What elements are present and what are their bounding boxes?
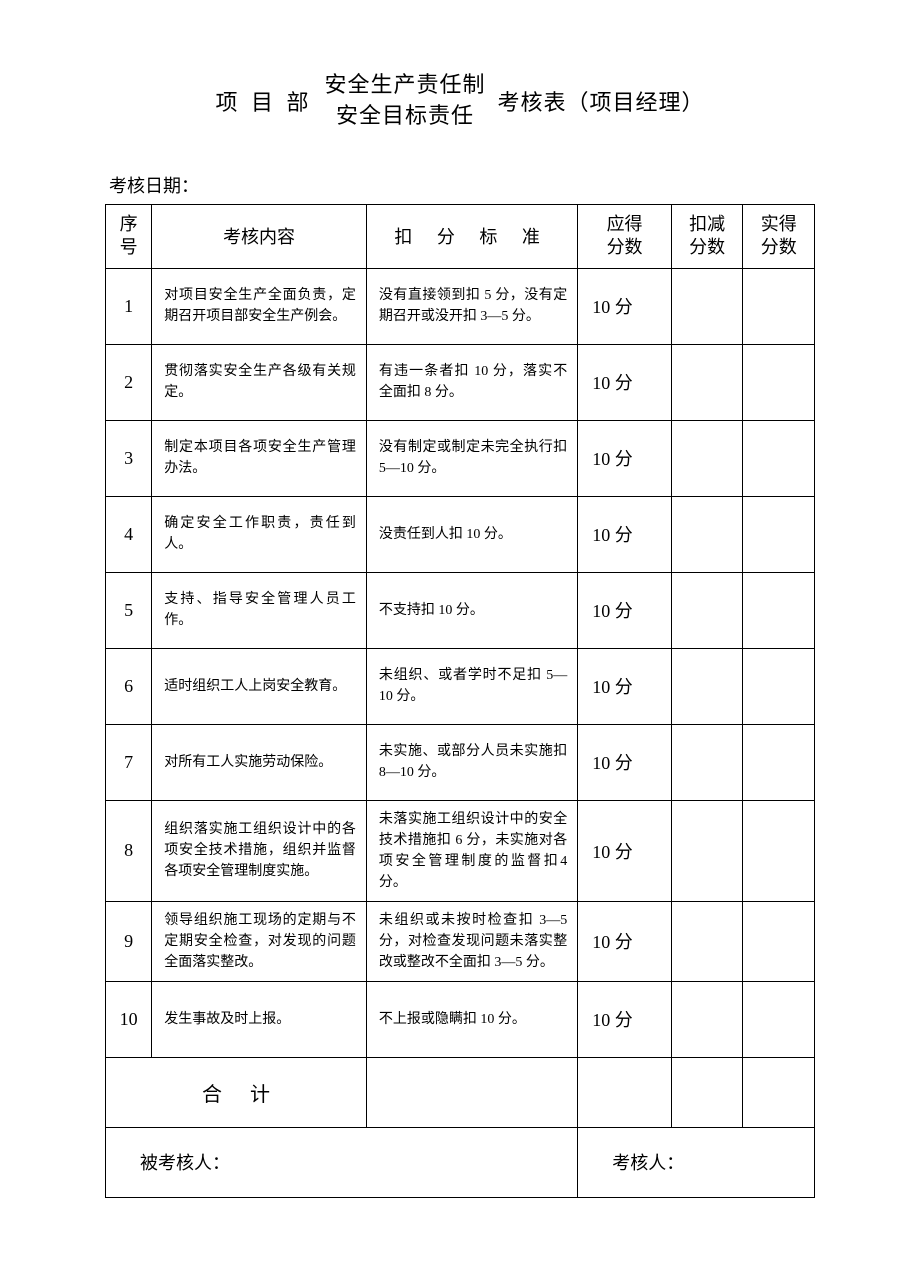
total-deduct-cell (671, 1057, 743, 1127)
row-deduct-score (671, 800, 743, 901)
row-content: 支持、指导安全管理人员工作。 (152, 572, 367, 648)
table-row: 2贯彻落实安全生产各级有关规定。有违一条者扣 10 分，落实不全面扣 8 分。1… (106, 344, 815, 420)
row-content: 适时组织工人上岗安全教育。 (152, 648, 367, 724)
row-criteria: 不支持扣 10 分。 (366, 572, 577, 648)
row-criteria: 未实施、或部分人员未实施扣8—10 分。 (366, 724, 577, 800)
row-actual-score (743, 496, 815, 572)
title-mid-line1: 安全生产责任制 (324, 70, 485, 101)
signature-row: 被考核人： 考核人： (106, 1127, 815, 1197)
row-deduct-score (671, 344, 743, 420)
row-due-score: 10 分 (578, 420, 672, 496)
total-label: 合计 (106, 1057, 367, 1127)
row-content: 对所有工人实施劳动保险。 (152, 724, 367, 800)
table-row: 3制定本项目各项安全生产管理办法。没有制定或制定未完全执行扣 5—10 分。10… (106, 420, 815, 496)
row-deduct-score (671, 724, 743, 800)
row-actual-score (743, 648, 815, 724)
row-deduct-score (671, 572, 743, 648)
row-seq: 2 (106, 344, 152, 420)
row-seq: 5 (106, 572, 152, 648)
table-row: 9领导组织施工现场的定期与不定期安全检查，对发现的问题全面落实整改。未组织或未按… (106, 901, 815, 981)
row-actual-score (743, 572, 815, 648)
row-seq: 8 (106, 800, 152, 901)
row-seq: 6 (106, 648, 152, 724)
total-criteria-cell (366, 1057, 577, 1127)
row-criteria: 未组织、或者学时不足扣 5—10 分。 (366, 648, 577, 724)
row-seq: 3 (106, 420, 152, 496)
row-seq: 1 (106, 268, 152, 344)
page-title-block: 项 目 部 安全生产责任制 安全目标责任 考核表（项目经理） (105, 70, 815, 132)
row-criteria: 不上报或隐瞒扣 10 分。 (366, 981, 577, 1057)
header-deduct-score: 扣减分数 (671, 204, 743, 268)
row-due-score: 10 分 (578, 572, 672, 648)
assessment-date-label: 考核日期： (105, 172, 815, 198)
assessment-table: 序号 考核内容 扣 分 标 准 应得分数 扣减分数 实得分数 1对项目安全生产全… (105, 204, 815, 1198)
row-seq: 9 (106, 901, 152, 981)
row-actual-score (743, 724, 815, 800)
row-criteria: 没有制定或制定未完全执行扣 5—10 分。 (366, 420, 577, 496)
row-deduct-score (671, 420, 743, 496)
table-row: 4确定安全工作职责，责任到人。没责任到人扣 10 分。10 分 (106, 496, 815, 572)
table-row: 7对所有工人实施劳动保险。未实施、或部分人员未实施扣8—10 分。10 分 (106, 724, 815, 800)
row-due-score: 10 分 (578, 344, 672, 420)
row-criteria: 没有直接领到扣 5 分，没有定期召开或没开扣 3—5 分。 (366, 268, 577, 344)
table-row: 6适时组织工人上岗安全教育。未组织、或者学时不足扣 5—10 分。10 分 (106, 648, 815, 724)
row-content: 组织落实施工组织设计中的各项安全技术措施，组织并监督各项安全管理制度实施。 (152, 800, 367, 901)
row-actual-score (743, 901, 815, 981)
row-due-score: 10 分 (578, 981, 672, 1057)
assessed-person-label: 被考核人： (106, 1127, 578, 1197)
row-actual-score (743, 420, 815, 496)
header-seq: 序号 (106, 204, 152, 268)
row-deduct-score (671, 648, 743, 724)
row-actual-score (743, 344, 815, 420)
table-row: 8组织落实施工组织设计中的各项安全技术措施，组织并监督各项安全管理制度实施。未落… (106, 800, 815, 901)
table-row: 5支持、指导安全管理人员工作。不支持扣 10 分。10 分 (106, 572, 815, 648)
title-left: 项 目 部 (215, 85, 312, 117)
table-row: 1对项目安全生产全面负责，定期召开项目部安全生产例会。没有直接领到扣 5 分，没… (106, 268, 815, 344)
row-due-score: 10 分 (578, 648, 672, 724)
row-content: 制定本项目各项安全生产管理办法。 (152, 420, 367, 496)
row-criteria: 未落实施工组织设计中的安全技术措施扣 6 分，未实施对各项安全管理制度的监督扣4… (366, 800, 577, 901)
title-right: 考核表（项目经理） (498, 85, 705, 117)
row-content: 对项目安全生产全面负责，定期召开项目部安全生产例会。 (152, 268, 367, 344)
row-content: 发生事故及时上报。 (152, 981, 367, 1057)
row-deduct-score (671, 901, 743, 981)
row-content: 领导组织施工现场的定期与不定期安全检查，对发现的问题全面落实整改。 (152, 901, 367, 981)
row-deduct-score (671, 981, 743, 1057)
row-deduct-score (671, 268, 743, 344)
row-seq: 7 (106, 724, 152, 800)
row-deduct-score (671, 496, 743, 572)
row-seq: 10 (106, 981, 152, 1057)
row-actual-score (743, 268, 815, 344)
row-criteria: 没责任到人扣 10 分。 (366, 496, 577, 572)
row-content: 贯彻落实安全生产各级有关规定。 (152, 344, 367, 420)
total-due-cell (578, 1057, 672, 1127)
row-due-score: 10 分 (578, 800, 672, 901)
table-header-row: 序号 考核内容 扣 分 标 准 应得分数 扣减分数 实得分数 (106, 204, 815, 268)
title-middle: 安全生产责任制 安全目标责任 (324, 70, 485, 132)
row-due-score: 10 分 (578, 901, 672, 981)
row-content: 确定安全工作职责，责任到人。 (152, 496, 367, 572)
table-row: 10发生事故及时上报。不上报或隐瞒扣 10 分。10 分 (106, 981, 815, 1057)
header-content: 考核内容 (152, 204, 367, 268)
row-actual-score (743, 800, 815, 901)
row-due-score: 10 分 (578, 724, 672, 800)
row-criteria: 未组织或未按时检查扣 3—5分，对检查发现问题未落实整改或整改不全面扣 3—5 … (366, 901, 577, 981)
row-due-score: 10 分 (578, 268, 672, 344)
total-row: 合计 (106, 1057, 815, 1127)
row-seq: 4 (106, 496, 152, 572)
title-mid-line2: 安全目标责任 (336, 101, 474, 132)
total-actual-cell (743, 1057, 815, 1127)
row-actual-score (743, 981, 815, 1057)
header-criteria: 扣 分 标 准 (366, 204, 577, 268)
assessor-label: 考核人： (578, 1127, 815, 1197)
row-due-score: 10 分 (578, 496, 672, 572)
header-actual-score: 实得分数 (743, 204, 815, 268)
row-criteria: 有违一条者扣 10 分，落实不全面扣 8 分。 (366, 344, 577, 420)
header-due-score: 应得分数 (578, 204, 672, 268)
